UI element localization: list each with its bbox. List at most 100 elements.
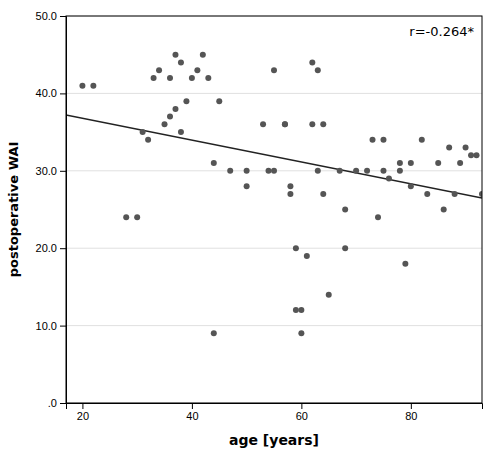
point [244, 183, 250, 189]
axis-line [60, 17, 67, 404]
tick: 30.0 [36, 165, 66, 177]
point [244, 168, 250, 174]
point [342, 207, 348, 213]
tick: 40 [186, 403, 198, 422]
point [380, 168, 386, 174]
tick: 50.0 [36, 10, 66, 22]
point [172, 106, 178, 112]
tick: 20.0 [36, 242, 66, 254]
point [309, 59, 315, 65]
point [320, 121, 326, 127]
point [145, 137, 151, 143]
point [271, 168, 277, 174]
tick: 80 [405, 403, 417, 422]
point [315, 168, 321, 174]
axis-line [67, 404, 483, 410]
point [298, 307, 304, 313]
point [287, 191, 293, 197]
tick: .0 [48, 397, 66, 409]
y-axis: .0 10.0 20.0 30.0 40.0 50.0 [36, 10, 67, 409]
point [151, 75, 157, 81]
point [140, 129, 146, 135]
point [474, 152, 480, 158]
point [441, 207, 447, 213]
point [211, 160, 217, 166]
tick: 10.0 [36, 320, 66, 332]
marks [66, 52, 482, 337]
point [386, 176, 392, 182]
point [287, 183, 293, 189]
point [178, 129, 184, 135]
tick-mark [60, 171, 66, 172]
point [167, 114, 173, 120]
point [216, 98, 222, 104]
point [463, 145, 469, 151]
tick-mark [411, 403, 412, 409]
point [183, 98, 189, 104]
point [452, 191, 458, 197]
tick-label: 50.0 [36, 10, 57, 22]
chart: 20 40 60 80 .0 10.0 20.0 30.0 40.0 50.0 r=-0.264* a… [0, 0, 500, 459]
point [282, 121, 288, 127]
point [172, 52, 178, 58]
point [468, 152, 474, 158]
tick-label: 40 [186, 410, 198, 422]
point [293, 307, 299, 313]
tick-mark [301, 403, 302, 409]
point [457, 160, 463, 166]
point [200, 52, 206, 58]
tick: 60 [296, 403, 308, 422]
x-axis-title: age [years] [229, 432, 319, 448]
point [266, 168, 272, 174]
tick-label: 20.0 [36, 242, 57, 254]
tick-mark [60, 248, 66, 249]
point [205, 75, 211, 81]
point [419, 137, 425, 143]
point [79, 83, 85, 89]
tick-mark [60, 326, 66, 327]
point [446, 145, 452, 151]
point [293, 245, 299, 251]
tick: 20 [77, 403, 89, 422]
point [320, 191, 326, 197]
point [375, 214, 381, 220]
point [227, 168, 233, 174]
point [326, 292, 332, 298]
point [380, 137, 386, 143]
point [304, 253, 310, 259]
point [424, 191, 430, 197]
point [282, 121, 288, 127]
regression-line [66, 115, 482, 198]
point [408, 183, 414, 189]
point [337, 168, 343, 174]
point [353, 168, 359, 174]
point [435, 160, 441, 166]
plot-frame [66, 16, 482, 403]
point [397, 160, 403, 166]
tick-label: 80 [405, 410, 417, 422]
point [178, 59, 184, 65]
plot: 20 40 60 80 .0 10.0 20.0 30.0 40.0 50.0 r=-0.264* [36, 10, 485, 422]
grid-line [66, 248, 482, 249]
x-axis: 20 40 60 80 [67, 403, 483, 422]
tick-mark [60, 403, 66, 404]
grid-line [66, 325, 482, 326]
point [189, 75, 195, 81]
tick-label: 10.0 [36, 320, 57, 332]
tick: 40.0 [36, 87, 66, 99]
point [298, 330, 304, 336]
tick-label: 30.0 [36, 165, 57, 177]
tick-label: 40.0 [36, 87, 57, 99]
point [167, 75, 173, 81]
tick-label: .0 [48, 397, 57, 409]
point [370, 137, 376, 143]
point [194, 67, 200, 73]
point [211, 330, 217, 336]
point [271, 67, 277, 73]
point [123, 214, 129, 220]
tick-mark [60, 16, 66, 17]
point [90, 83, 96, 89]
annotation: r=-0.264* [409, 24, 474, 39]
tick-mark [192, 403, 193, 409]
grid [66, 16, 482, 403]
